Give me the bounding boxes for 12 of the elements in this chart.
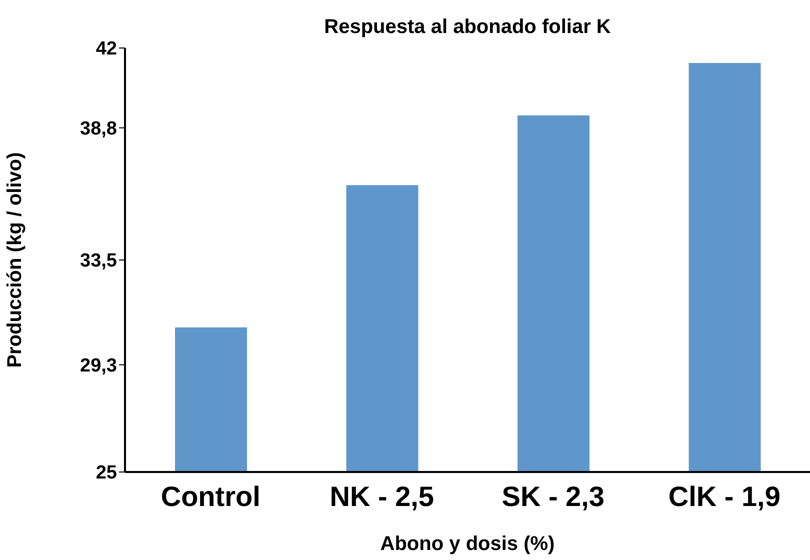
x-tick-label: NK - 2,5 [330, 480, 434, 512]
x-tick-label: SK - 2,3 [502, 480, 604, 512]
y-tick-label: 38,8 [80, 118, 117, 140]
y-tick-label: 25 [96, 462, 118, 484]
y-axis-title: Producción (kg / olivo) [4, 152, 26, 368]
x-tick-label: ClK - 1,9 [668, 480, 780, 512]
x-tick-label: Control [160, 480, 260, 512]
x-axis-title: Abono y dosis (%) [380, 533, 555, 555]
y-tick-label: 29,3 [80, 356, 117, 376]
y-tick-label: 42 [96, 38, 117, 60]
y-tick-label: 33,5 [80, 250, 118, 272]
chart-title: Respuesta al abonado foliar K [323, 16, 612, 39]
